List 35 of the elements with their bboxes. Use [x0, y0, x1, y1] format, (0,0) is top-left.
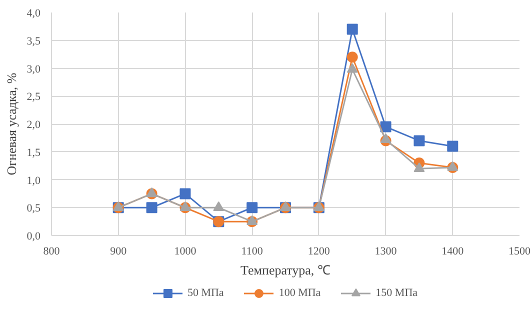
point [380, 121, 392, 132]
legend-label: 100 МПа [278, 287, 321, 299]
y-tick-label: 3,5 [26, 35, 41, 48]
y-tick-label: 4,0 [26, 8, 41, 20]
y-tick-label: 3,0 [26, 63, 41, 76]
x-axis-title: Температура, ℃ [240, 262, 330, 278]
point [380, 133, 392, 143]
x-tick-label: 1300 [374, 246, 398, 258]
y-axis-title: Огневая усадка, % [4, 72, 19, 176]
y-tick-label: 1,5 [26, 146, 41, 159]
point [246, 202, 258, 214]
x-tick-label: 900 [110, 246, 128, 258]
point [447, 140, 458, 152]
point [346, 52, 358, 63]
point [346, 63, 358, 73]
legend-label: 150 МПа [376, 287, 418, 299]
y-tick-label: 0,5 [26, 202, 41, 215]
point [346, 24, 358, 35]
x-tick-label: 800 [43, 246, 60, 258]
point [146, 202, 158, 214]
legend-label: 50 МПа [187, 287, 224, 299]
y-tick-label: 0,0 [26, 230, 41, 242]
x-tick-label: 1200 [308, 246, 330, 258]
point [213, 201, 224, 212]
x-tick-label: 1000 [174, 246, 197, 258]
y-tick-label: 2,5 [26, 91, 41, 104]
x-tick-label: 1100 [241, 246, 264, 258]
point [246, 215, 258, 225]
point [180, 188, 191, 200]
y-tick-label: 1,0 [26, 174, 41, 187]
y-tick-label: 2,0 [26, 119, 41, 131]
point [414, 162, 425, 172]
x-tick-label: 1400 [442, 246, 464, 258]
x-tick-label: 1500 [508, 246, 531, 258]
point [414, 135, 425, 146]
